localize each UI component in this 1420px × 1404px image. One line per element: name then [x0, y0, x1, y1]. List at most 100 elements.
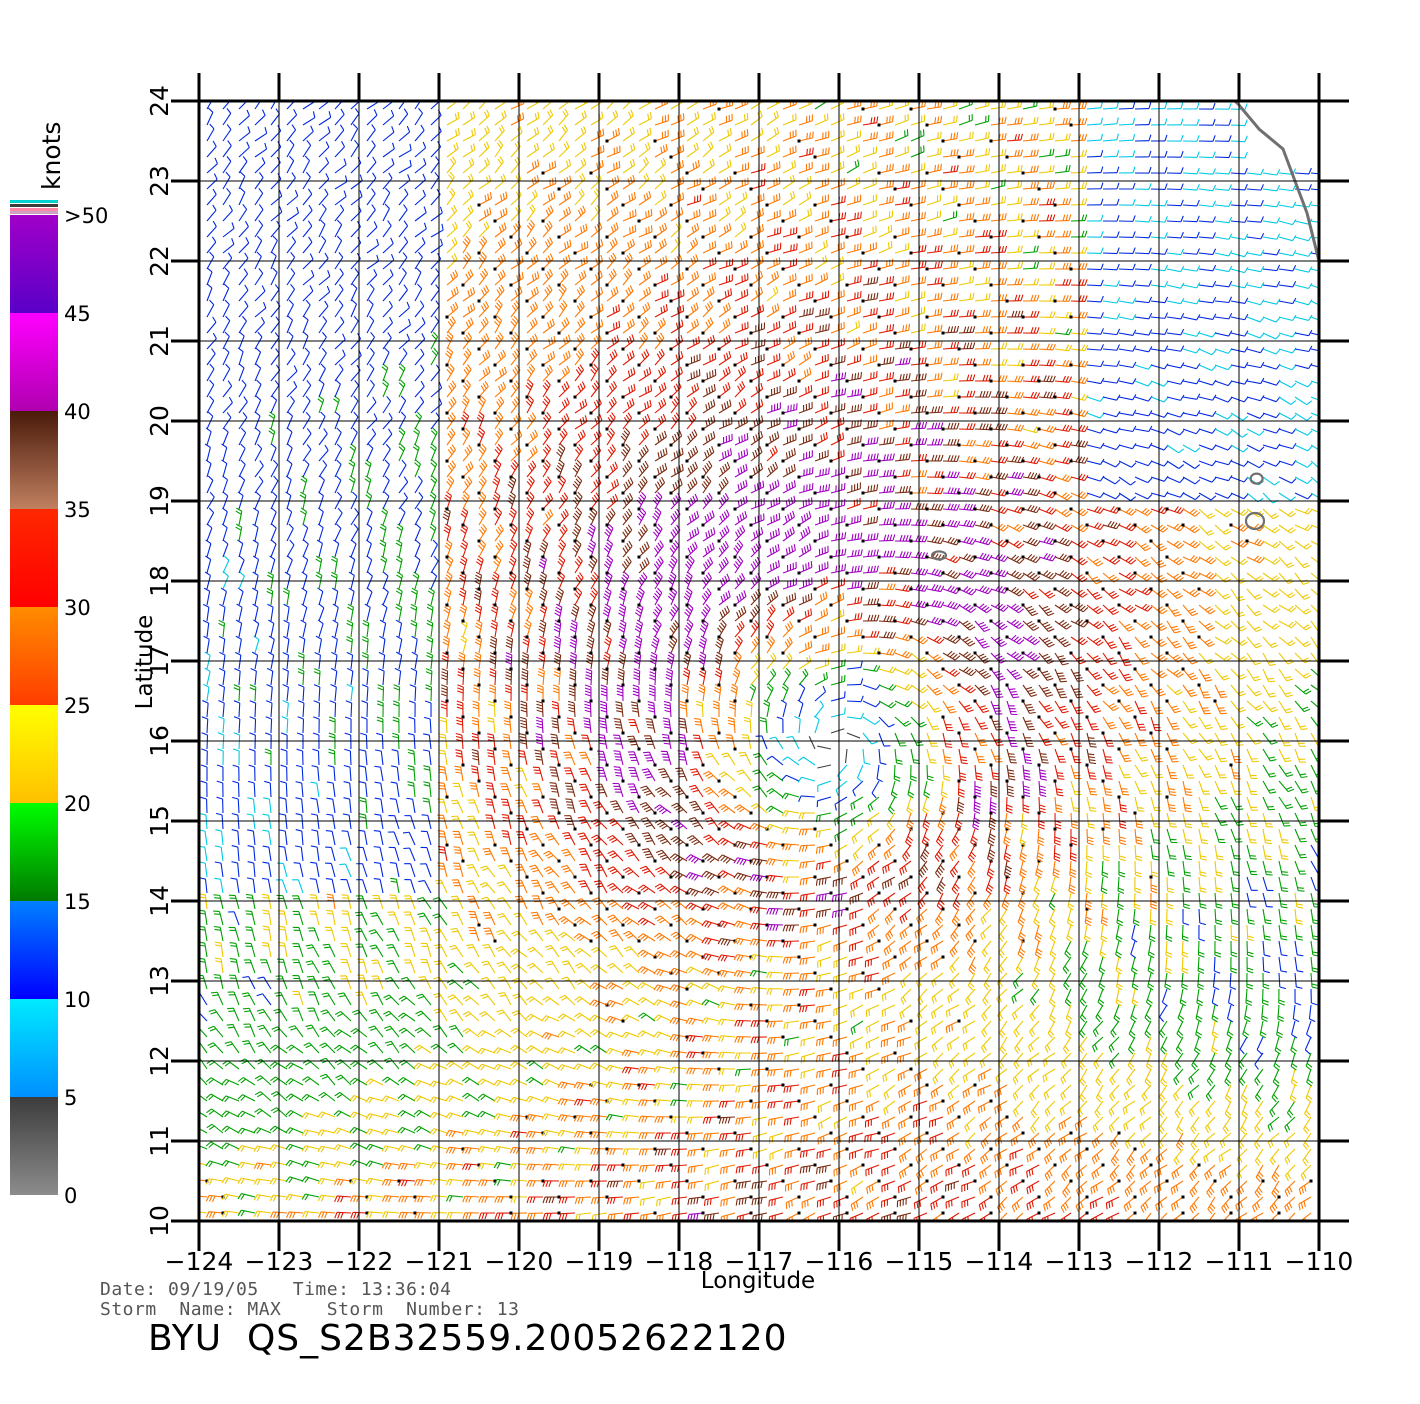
wind-barb [1285, 1181, 1295, 1197]
wind-barb [1210, 1053, 1216, 1070]
wind-barb [1053, 861, 1059, 878]
wind-barb [882, 1117, 895, 1129]
wind-barb [1034, 957, 1040, 974]
wind-barb [390, 863, 399, 877]
wind-barb [1022, 748, 1032, 764]
wind-barb [718, 871, 735, 878]
wind-barb [1004, 828, 1011, 846]
wind-barb [736, 1148, 752, 1158]
wind-barb [392, 750, 399, 765]
wind-barb [1247, 861, 1257, 875]
wind-barb [1237, 1181, 1247, 1196]
wind-barb [575, 1180, 592, 1188]
wind-barb [719, 1117, 735, 1124]
wind-barb [404, 960, 415, 973]
wind-barb [981, 1148, 993, 1165]
wind-barb [718, 1019, 735, 1025]
wind-barb [260, 960, 271, 973]
wind-barb [1247, 797, 1258, 810]
wind-barb [433, 898, 447, 909]
wind-barb [1127, 1165, 1135, 1181]
wind-barb [1274, 1053, 1280, 1070]
wind-barb [1195, 1037, 1201, 1054]
wind-barb [607, 963, 623, 973]
wind-barb [1111, 1149, 1119, 1166]
wind-barb [1252, 1197, 1263, 1212]
wind-barb [1311, 765, 1323, 778]
wind-barb [1215, 797, 1228, 809]
wind-barb [865, 988, 880, 1000]
wind-barb [302, 1161, 319, 1167]
wind-barb [809, 736, 815, 749]
wind-barb [255, 1092, 271, 1101]
wind-barb [398, 1094, 415, 1101]
wind-barb [1011, 1180, 1025, 1195]
wind-barb [1111, 1132, 1121, 1150]
wind-barb [719, 805, 735, 813]
wind-barb [932, 973, 943, 987]
wind-barb [372, 896, 383, 909]
wind-barb [1247, 813, 1257, 826]
wind-barb [784, 1021, 799, 1029]
wind-barb [1080, 1085, 1087, 1102]
wind-barb [449, 1010, 463, 1021]
wind-barb [527, 1213, 543, 1220]
wind-barb [296, 765, 303, 781]
wind-barb [320, 1043, 335, 1053]
wind-barb [1178, 1005, 1184, 1022]
wind-barb [846, 749, 847, 763]
wind-barb [607, 883, 623, 893]
wind-barb [736, 1165, 751, 1173]
wind-barb [1103, 845, 1109, 861]
wind-barb [323, 944, 335, 957]
wind-barb [720, 1149, 735, 1157]
wind-barb [399, 1028, 415, 1037]
wind-barb [1305, 1101, 1311, 1118]
wind-barb [609, 946, 623, 957]
wind-barb [1116, 941, 1122, 958]
wind-barb [1151, 797, 1161, 811]
legend-band-40-45 [10, 313, 58, 411]
wind-barb [851, 1005, 863, 1018]
wind-barb [801, 1181, 815, 1191]
wind-barb [1031, 1101, 1039, 1118]
wind-barb [478, 1094, 495, 1101]
wind-barb [638, 1084, 655, 1090]
wind-barb [784, 1117, 799, 1126]
wind-barb [214, 878, 223, 893]
wind-barb [450, 928, 463, 941]
wind-barb [1255, 1069, 1263, 1085]
wind-barb [386, 945, 399, 957]
wind-barb [481, 977, 495, 989]
wind-barb [1135, 797, 1144, 811]
wind-barb [883, 956, 897, 970]
wind-barb [921, 844, 930, 862]
wind-barb [946, 1005, 959, 1017]
wind-barb [671, 836, 689, 846]
wind-barb [430, 1063, 447, 1069]
wind-barb [671, 1132, 688, 1140]
wind-barb [1151, 749, 1163, 762]
wind-barb [799, 989, 815, 996]
wind-barb [1275, 1037, 1281, 1054]
wind-barb [834, 1021, 847, 1032]
wind-barb [390, 799, 399, 813]
wind-barb [341, 927, 351, 941]
wind-barb [418, 977, 431, 989]
wind-barb [943, 749, 952, 764]
wind-barb [1306, 1085, 1312, 1102]
wind-barb [307, 1008, 319, 1021]
wind-barb [579, 864, 591, 877]
wind-barb [483, 848, 495, 861]
wind-barb [599, 718, 607, 733]
wind-barb [370, 913, 383, 925]
wind-barb [782, 828, 799, 834]
wind-barb [833, 877, 847, 887]
wind-barb [1247, 829, 1257, 843]
wind-barb [1114, 1005, 1120, 1022]
wind-barb [254, 1146, 271, 1152]
wind-barb [628, 768, 639, 781]
wind-barb [1227, 1021, 1233, 1038]
wind-barb [1199, 925, 1205, 941]
wind-barb [515, 880, 527, 893]
